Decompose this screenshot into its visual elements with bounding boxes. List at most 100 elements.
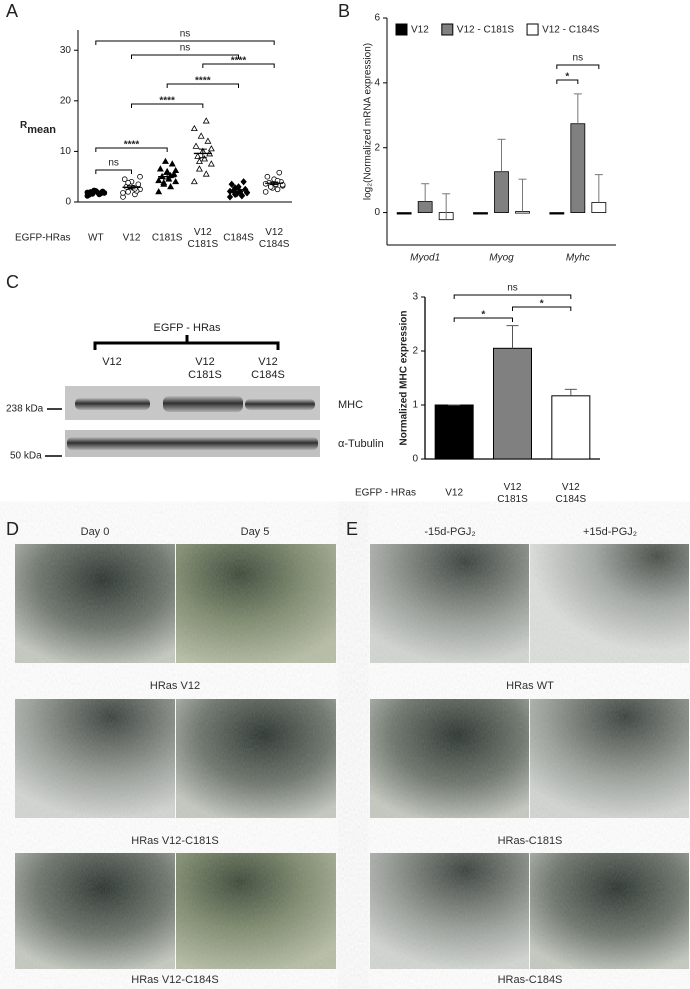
lane-label: V12: [102, 356, 122, 368]
legend-swatch: [441, 23, 454, 36]
bar: [434, 404, 474, 460]
data-point: [240, 178, 247, 186]
column-title: Day 0: [81, 526, 110, 538]
data-point: [192, 142, 200, 149]
bar: [493, 347, 532, 460]
data-point: [238, 192, 246, 200]
significance-label: ns: [180, 29, 191, 40]
band: [163, 396, 243, 412]
x-tick-label: Myod1: [410, 253, 440, 264]
significance-label: ****: [231, 56, 247, 67]
data-point: [120, 190, 126, 196]
column-title: Day 5: [241, 526, 270, 538]
significance-label: ****: [124, 140, 140, 151]
y-tick-label: 0: [65, 197, 71, 208]
x-tick-label: C181S: [152, 233, 183, 244]
legend-label: V12 - C184S: [542, 25, 600, 36]
data-point: [161, 157, 169, 164]
data-point: [155, 176, 163, 184]
band: [245, 399, 315, 410]
significance-bracket: [95, 147, 168, 152]
data-point: [160, 178, 168, 186]
y-axis-label: Normalized MHC expression: [399, 310, 410, 445]
data-point: [163, 167, 171, 175]
x-tick-label: V12 C184S: [556, 482, 587, 505]
y-tick-label: 6: [374, 13, 380, 24]
significance-bracket: [95, 40, 275, 45]
y-axis-label: Rmean: [20, 120, 56, 136]
column-title: +15d-PGJ₂: [583, 526, 637, 538]
data-point: [267, 184, 274, 190]
panel-letter: E: [346, 519, 358, 539]
y-axis-label-sub: mean: [27, 124, 56, 136]
size-marker: 50 kDa: [10, 451, 42, 462]
legend-label: V12: [411, 25, 429, 36]
data-point: [207, 145, 215, 152]
y-tick-label: 20: [60, 95, 72, 106]
panel-letter: D: [6, 519, 19, 539]
significance-label: ns: [180, 43, 191, 54]
lane-label: V12 C181S: [188, 356, 222, 381]
data-point: [137, 173, 143, 180]
y-tick-label: 30: [60, 45, 72, 56]
bar: [570, 123, 586, 213]
panel-letter: B: [338, 1, 350, 21]
significance-label: ****: [159, 96, 175, 107]
data-point: [195, 165, 203, 172]
x-tick-label: Myog: [489, 253, 514, 264]
legend-swatch: [526, 23, 539, 36]
data-point: [167, 183, 175, 190]
data-point: [121, 176, 128, 183]
data-point: [202, 117, 210, 124]
significance-label: ns: [108, 158, 119, 169]
y-tick-label: 10: [60, 146, 72, 157]
data-point: [155, 188, 163, 195]
significance-bracket: [512, 306, 572, 311]
significance-label: *: [481, 310, 485, 321]
y-tick-label: 0: [412, 454, 418, 465]
y-tick-label: 2: [374, 142, 380, 153]
legend-label: V12 - C181S: [457, 25, 515, 36]
lane-label: V12 C184S: [251, 356, 285, 381]
significance-bracket: [131, 103, 204, 108]
significance-label: ns: [507, 283, 518, 294]
data-point: [125, 179, 131, 186]
significance-bracket: [202, 63, 275, 68]
row-label: HRas-C184S: [498, 974, 563, 986]
x-tick-label: C184S: [223, 233, 254, 244]
significance-label: *: [565, 72, 569, 83]
band: [75, 398, 150, 410]
row-label: EGFP-HRas: [15, 233, 71, 244]
x-tick-label: Myhc: [566, 253, 590, 264]
y-tick-label: 0: [374, 207, 380, 218]
significance-bracket: [556, 79, 579, 84]
panel-letter: C: [6, 272, 19, 292]
data-point: [202, 170, 210, 177]
data-point: [195, 157, 203, 164]
bar: [515, 211, 530, 214]
data-point: [156, 165, 164, 172]
data-point: [190, 124, 198, 132]
y-axis-label: log₂(Normalized mRNA expression): [363, 43, 374, 200]
x-tick-label: WT: [88, 233, 104, 244]
x-tick-label: V12 C184S: [259, 227, 290, 250]
legend-swatch: [395, 23, 408, 36]
data-point: [274, 186, 281, 193]
data-point: [228, 180, 235, 188]
y-axis-label-main: R: [20, 120, 28, 131]
bar: [549, 212, 565, 215]
band: [67, 437, 318, 450]
row-label: EGFP - HRas: [355, 488, 416, 499]
data-point: [172, 177, 180, 185]
significance-bracket: [453, 317, 513, 322]
data-point: [201, 155, 209, 162]
x-tick-label: V12: [123, 233, 141, 244]
data-point: [125, 189, 131, 195]
bar: [494, 171, 509, 213]
data-point: [262, 189, 269, 195]
data-point: [194, 152, 202, 159]
bar: [396, 212, 412, 215]
bar: [473, 212, 488, 215]
data-point: [197, 132, 205, 139]
